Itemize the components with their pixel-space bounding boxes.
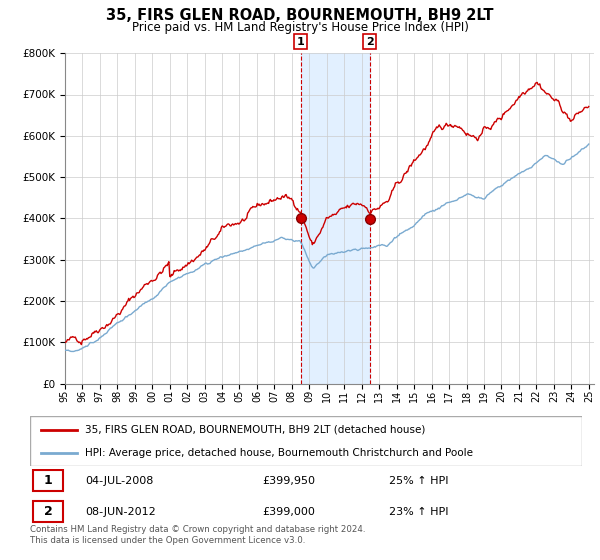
Text: £399,950: £399,950 <box>262 476 315 486</box>
Text: 04-JUL-2008: 04-JUL-2008 <box>85 476 154 486</box>
FancyBboxPatch shape <box>33 470 63 491</box>
Text: 08-JUN-2012: 08-JUN-2012 <box>85 507 156 516</box>
Text: 2: 2 <box>44 505 53 518</box>
FancyBboxPatch shape <box>30 416 582 466</box>
FancyBboxPatch shape <box>33 501 63 522</box>
Text: 25% ↑ HPI: 25% ↑ HPI <box>389 476 448 486</box>
Text: 35, FIRS GLEN ROAD, BOURNEMOUTH, BH9 2LT: 35, FIRS GLEN ROAD, BOURNEMOUTH, BH9 2LT <box>106 8 494 24</box>
Text: Contains HM Land Registry data © Crown copyright and database right 2024.
This d: Contains HM Land Registry data © Crown c… <box>30 525 365 545</box>
Text: 1: 1 <box>297 36 304 46</box>
Text: 35, FIRS GLEN ROAD, BOURNEMOUTH, BH9 2LT (detached house): 35, FIRS GLEN ROAD, BOURNEMOUTH, BH9 2LT… <box>85 424 425 435</box>
Text: Price paid vs. HM Land Registry's House Price Index (HPI): Price paid vs. HM Land Registry's House … <box>131 21 469 34</box>
Text: 1: 1 <box>44 474 53 487</box>
Text: 23% ↑ HPI: 23% ↑ HPI <box>389 507 448 516</box>
Text: £399,000: £399,000 <box>262 507 315 516</box>
Text: 2: 2 <box>365 36 373 46</box>
Text: HPI: Average price, detached house, Bournemouth Christchurch and Poole: HPI: Average price, detached house, Bour… <box>85 449 473 458</box>
Bar <box>301 53 370 384</box>
